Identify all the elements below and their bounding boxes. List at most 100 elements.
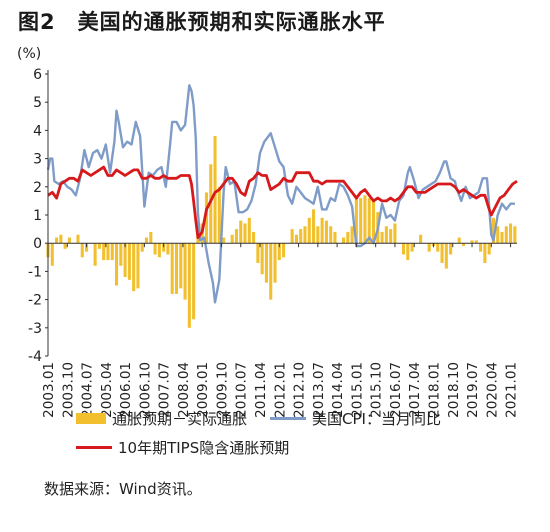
legend-swatch-bar <box>76 413 106 424</box>
x-tick-labels: 2003.01 2003.10 2004.07 2005.04 2006.01 2006.… <box>41 362 520 418</box>
chart-title-text: 美国的通胀预期和实际通胀水平 <box>77 10 386 34</box>
chart-title: 图2 美国的通胀预期和实际通胀水平 <box>18 6 386 36</box>
bar <box>483 243 487 263</box>
bar <box>162 243 166 252</box>
x-tick-label: 2021.01 <box>504 362 520 418</box>
bar <box>474 240 478 244</box>
y-tick-label: -2 <box>28 293 42 309</box>
x-tick-label: 2019.07 <box>465 362 481 418</box>
bar <box>496 226 500 244</box>
bar <box>80 243 84 258</box>
bar <box>119 243 123 266</box>
bar <box>273 243 277 283</box>
bar <box>350 226 354 244</box>
bar <box>192 243 196 320</box>
bar <box>106 243 110 261</box>
bar <box>59 234 63 244</box>
bar <box>132 243 136 292</box>
legend-label-cpi: 美国CPI：当月同比 <box>312 410 441 428</box>
y-axis-label: (%) <box>17 46 41 62</box>
bar <box>179 243 183 289</box>
bar <box>461 243 466 247</box>
bar <box>299 229 303 244</box>
bar <box>217 186 221 244</box>
x-tick-label: 2012.10 <box>292 362 308 418</box>
legend-label-bar: 通胀预期－实际通胀 <box>112 410 248 428</box>
bar <box>440 243 444 263</box>
bar <box>183 243 187 300</box>
y-tick-label: 1 <box>33 208 42 224</box>
x-tick-label: 2009.10 <box>215 362 231 418</box>
bar <box>213 136 217 244</box>
x-tick-label: 2015.10 <box>369 362 385 418</box>
bar <box>230 234 234 244</box>
bar <box>479 243 483 252</box>
x-tick-label: 2005.04 <box>99 362 115 418</box>
x-tick-label: 2010.07 <box>234 362 250 418</box>
x-tick-label: 2009.01 <box>195 362 211 418</box>
legend-swatch-cpi <box>270 417 306 420</box>
bar <box>320 217 324 244</box>
bar <box>312 209 316 244</box>
bar <box>457 237 461 244</box>
bar <box>110 243 114 261</box>
bar <box>367 198 371 244</box>
bar <box>166 243 170 255</box>
bar <box>333 231 337 244</box>
x-tick-label: 2017.04 <box>407 362 423 418</box>
bar <box>406 243 410 261</box>
x-tick-label: 2012.01 <box>272 362 288 418</box>
bar <box>149 231 153 244</box>
bar <box>427 243 431 252</box>
bar <box>371 200 376 244</box>
x-tick-label: 2008.04 <box>176 362 192 418</box>
y-tick-labels: -4 -3 -2 -1 0 1 2 3 4 5 6 <box>28 67 42 365</box>
x-tick-label: 2003.10 <box>60 362 76 418</box>
bar <box>76 234 80 244</box>
bar <box>401 243 406 255</box>
bar <box>504 226 508 244</box>
tips-line <box>47 165 518 239</box>
x-tick-label: 2018.10 <box>446 362 462 418</box>
bar-series <box>46 136 517 328</box>
bar <box>354 195 358 244</box>
bar <box>239 220 243 244</box>
x-tick-label: 2007.07 <box>157 362 173 418</box>
bar <box>449 243 453 255</box>
bar <box>187 243 191 328</box>
legend-swatch-tips <box>76 446 112 449</box>
bar <box>256 243 260 263</box>
bar <box>329 226 333 244</box>
bar <box>50 243 54 266</box>
bar <box>234 229 238 244</box>
bar <box>67 237 71 244</box>
y-tick-label: -1 <box>28 264 42 280</box>
bar <box>491 217 495 244</box>
bar <box>470 240 474 244</box>
x-tick-label: 2014.04 <box>330 362 346 418</box>
cpi-line <box>46 84 515 304</box>
bar <box>222 237 226 244</box>
x-tick-label: 2006.01 <box>118 362 134 418</box>
y-tick-label: 5 <box>33 95 42 111</box>
bar <box>307 217 311 244</box>
bar <box>85 243 89 252</box>
x-tick-label: 2018.01 <box>427 362 443 418</box>
bar <box>277 243 281 261</box>
bar <box>487 243 491 255</box>
x-tick-label: 2013.07 <box>311 362 327 418</box>
bar <box>393 223 397 244</box>
bar <box>303 226 307 244</box>
y-tick-label: 2 <box>33 180 42 196</box>
y-tick-label: -3 <box>28 321 42 337</box>
bar <box>509 223 513 244</box>
line-series <box>46 84 518 304</box>
x-tick-label: 2015.01 <box>349 362 365 418</box>
bar <box>444 243 448 269</box>
y-tick-label: 4 <box>33 123 42 139</box>
bar <box>174 243 179 294</box>
bar <box>144 237 149 244</box>
bar <box>102 243 106 261</box>
bar <box>127 243 131 280</box>
bar <box>389 229 393 244</box>
